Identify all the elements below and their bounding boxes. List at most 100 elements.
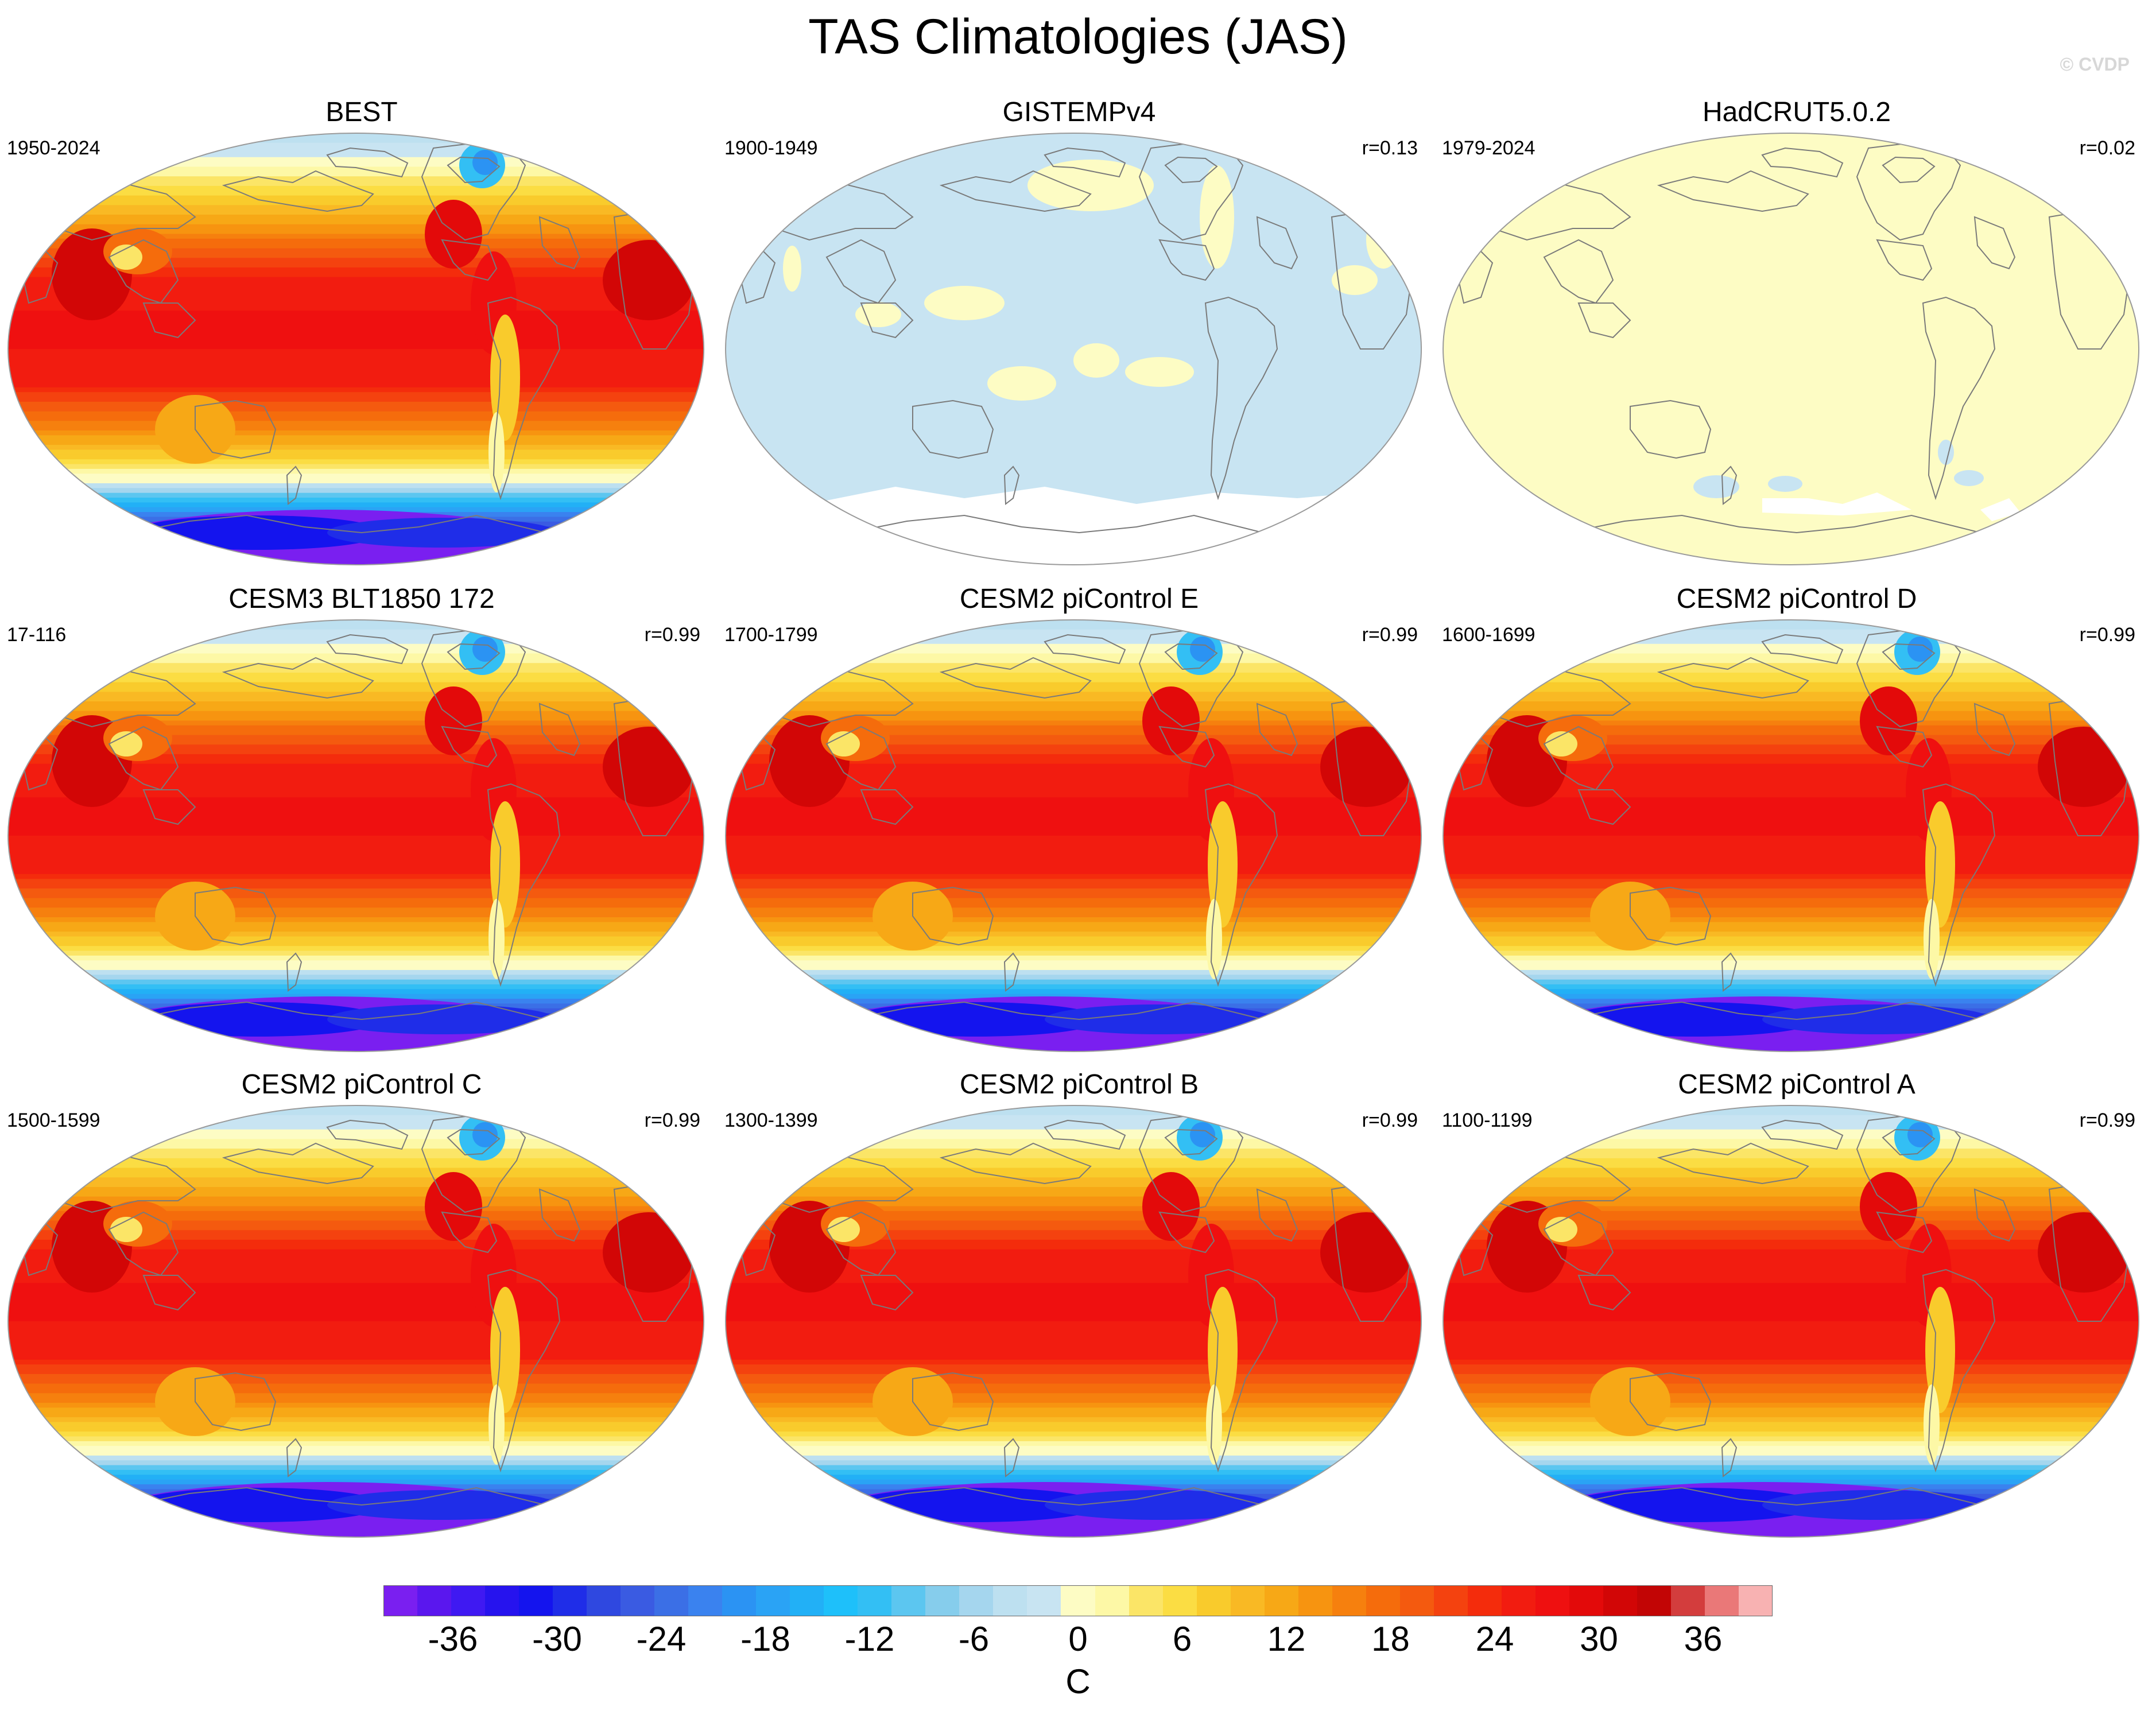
zonal-band <box>726 1393 1422 1399</box>
zonal-band <box>8 142 704 149</box>
zonal-band <box>8 1407 704 1413</box>
zonal-band <box>726 1235 1422 1240</box>
zonal-band <box>8 267 704 273</box>
zonal-band <box>8 368 704 374</box>
zonal-band <box>8 1225 704 1231</box>
zonal-band <box>8 1455 704 1461</box>
zonal-band <box>8 855 704 860</box>
zonal-band <box>8 1254 704 1260</box>
zonal-band <box>1443 845 2139 851</box>
zonal-band <box>726 1460 1422 1466</box>
colorbar-box <box>1501 1585 1536 1616</box>
zonal-band <box>1443 1470 2139 1476</box>
zonal-band <box>726 1316 1422 1322</box>
zonal-band <box>1443 639 2139 645</box>
colorbar-tick-label: -24 <box>636 1620 687 1658</box>
zonal-band <box>726 1210 1422 1217</box>
zonal-band <box>8 1465 704 1471</box>
zonal-band <box>8 1355 704 1360</box>
coastline <box>1882 156 1936 184</box>
zonal-band <box>8 701 704 707</box>
zonal-band <box>726 1345 1422 1351</box>
zonal-band <box>8 1450 704 1456</box>
zonal-band <box>1443 1475 2139 1480</box>
zonal-band <box>8 888 704 894</box>
zonal-band <box>8 435 704 441</box>
zonal-band <box>726 778 1422 784</box>
zonal-band <box>1443 1283 2139 1289</box>
zonal-band <box>8 1230 704 1236</box>
zonal-band <box>726 1149 1422 1154</box>
zonal-band <box>1443 1192 2139 1197</box>
regional-feature <box>1206 1384 1222 1465</box>
map-border <box>1442 619 2139 1052</box>
zonal-band <box>1443 1355 2139 1360</box>
zonal-band <box>8 358 704 364</box>
zonal-band <box>8 411 704 417</box>
zonal-band <box>1443 706 2139 712</box>
zonal-band <box>8 238 704 245</box>
anomaly-patch <box>783 246 801 292</box>
zonal-band <box>8 416 704 422</box>
coastline <box>1158 725 1215 768</box>
zonal-band <box>1443 975 2139 980</box>
zonal-band <box>1443 634 2139 640</box>
zonal-band <box>726 855 1422 860</box>
zonal-band <box>1443 1143 2139 1150</box>
map-border <box>1442 1105 2139 1538</box>
panel-correlation: r=0.99 <box>1362 1109 1418 1131</box>
zonal-band <box>1443 1465 2139 1471</box>
coastline <box>441 239 498 281</box>
zonal-band <box>726 812 1422 817</box>
coastline <box>1657 170 1809 212</box>
colorbar-tick-label: -18 <box>740 1620 790 1658</box>
regional-feature <box>1907 637 1933 662</box>
zonal-band <box>726 965 1422 971</box>
coastline <box>939 170 1092 212</box>
zonal-band <box>726 1124 1422 1130</box>
zonal-band <box>726 1336 1422 1341</box>
zonal-band <box>8 883 704 889</box>
anomaly-patch <box>1366 211 1401 269</box>
zonal-band <box>1443 754 2139 760</box>
zonal-band <box>8 1143 704 1150</box>
regional-feature <box>2038 1212 2130 1293</box>
zonal-band <box>726 1297 1422 1303</box>
zonal-band <box>1443 917 2139 923</box>
zonal-band <box>8 859 704 866</box>
anomaly-patch <box>1332 265 1378 295</box>
zonal-band <box>8 1470 704 1476</box>
colorbar-box <box>1366 1585 1401 1616</box>
zonal-band <box>1443 893 2139 899</box>
zonal-band <box>1443 1350 2139 1356</box>
zonal-band <box>8 474 704 479</box>
zonal-band <box>1443 1431 2139 1437</box>
coastline <box>912 399 994 459</box>
zonal-band <box>726 883 1422 889</box>
zonal-band <box>726 773 1422 779</box>
regional-feature <box>2038 727 2130 807</box>
zonal-band <box>8 1139 704 1144</box>
regional-feature <box>1045 1490 1274 1520</box>
colorbar-box <box>891 1585 926 1616</box>
colorbar-tick-label: 0 <box>1068 1620 1088 1658</box>
zonal-band <box>726 1450 1422 1456</box>
zonal-band <box>8 725 704 731</box>
zonal-band <box>8 291 704 297</box>
colorbar-tick-label: 12 <box>1267 1620 1306 1658</box>
zonal-band <box>8 902 704 909</box>
zonal-band <box>8 498 704 503</box>
coastline <box>538 216 581 270</box>
colorbar-box <box>925 1585 960 1616</box>
zonal-band <box>1443 1426 2139 1433</box>
colorbar-tick-label: 18 <box>1371 1620 1410 1658</box>
coastline <box>1399 1154 1422 1202</box>
zonal-band <box>1443 744 2139 750</box>
zonal-band <box>726 1273 1422 1279</box>
zonal-band <box>8 1446 704 1452</box>
coastline <box>1973 703 2016 756</box>
zonal-band <box>1443 1220 2139 1226</box>
map-border <box>7 619 704 1052</box>
regional-feature <box>425 1172 482 1241</box>
zonal-band <box>1443 1124 2139 1130</box>
